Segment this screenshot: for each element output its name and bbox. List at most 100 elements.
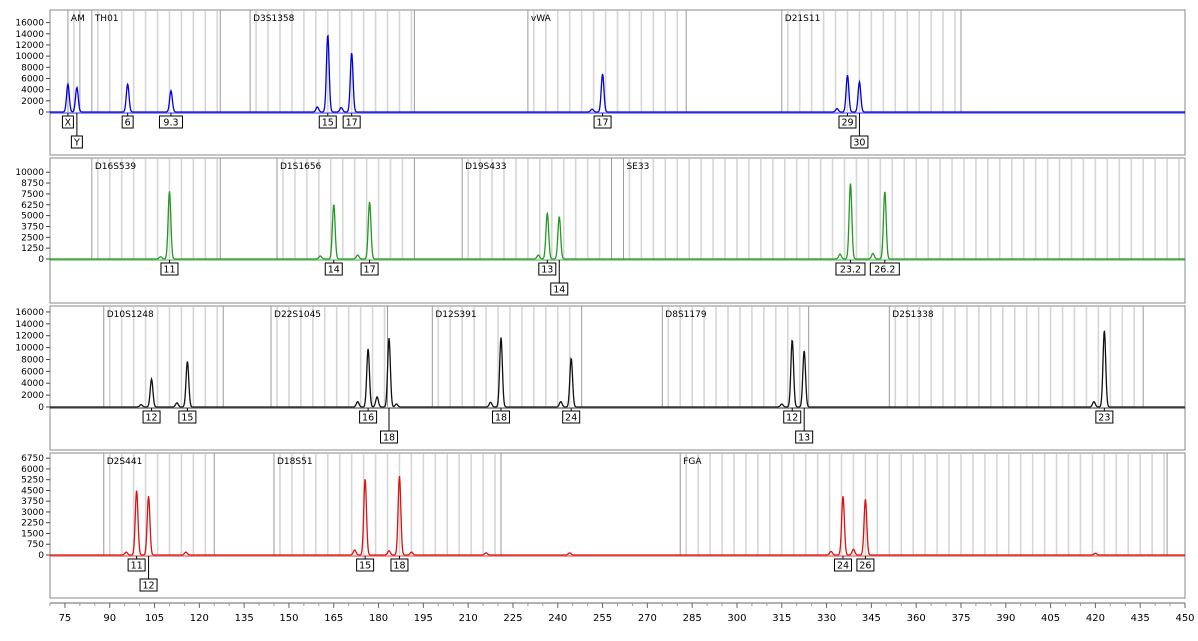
- allele-call-label: 14: [328, 265, 340, 276]
- allele-call: 13: [538, 260, 557, 276]
- locus-marker: D3S1358: [249, 10, 415, 112]
- allele-call: 18: [492, 408, 511, 424]
- x-tick-label: 300: [727, 613, 746, 624]
- allele-call: 9.3: [158, 113, 183, 129]
- allele-call: 12: [783, 408, 802, 424]
- allele-call-box: [390, 558, 409, 572]
- y-tick-label: 14000: [15, 30, 44, 40]
- marker-name: D2S441: [107, 457, 143, 467]
- x-tick-label: 105: [145, 613, 164, 624]
- dye-panel: AM TH01 D3S1358 vWA D21S11 160001400012000100…: [15, 9, 1186, 156]
- x-axis: 75 90 105 120 135 150 165 180 195 210 225 240 255 270…: [49, 602, 1195, 624]
- allele-call: 24: [834, 556, 853, 572]
- allele-call-box: [178, 410, 197, 424]
- allele-call: 14: [550, 260, 569, 296]
- allele-call-box: [850, 135, 869, 149]
- allele-call-label: 6: [125, 118, 131, 129]
- x-tick-label: 360: [907, 613, 926, 624]
- y-tick-label: 750: [27, 540, 44, 550]
- marker-name: SE33: [626, 162, 649, 172]
- y-tick-label: 12000: [15, 332, 44, 342]
- allele-call-label: 30: [853, 138, 865, 149]
- x-tick-label: 135: [235, 613, 254, 624]
- allele-call-box: [380, 430, 399, 444]
- marker-name: D2S1338: [892, 310, 934, 320]
- allele-call-box: [838, 115, 857, 129]
- allele-call-box: [127, 558, 146, 572]
- allele-call-box: [142, 410, 161, 424]
- x-tick-label: 75: [59, 613, 72, 624]
- allele-call: 30: [850, 113, 869, 149]
- allele-call-label: 13: [541, 265, 553, 276]
- allele-call-box: [121, 115, 134, 129]
- locus-marker: D8S1179: [661, 306, 810, 407]
- y-tick-label: 4000: [21, 86, 44, 96]
- y-tick-label: 2000: [21, 97, 44, 107]
- x-tick-label: 450: [1175, 613, 1194, 624]
- y-tick-label: 10000: [15, 168, 44, 178]
- marker-name: D12S391: [435, 310, 476, 320]
- dye-panel: D16S539 D1S1656 D19S433 SE33 100008750750062…: [15, 157, 1186, 304]
- marker-name: D22S1045: [274, 310, 321, 320]
- y-tick-label: 6000: [21, 465, 44, 475]
- allele-call: 11: [127, 556, 146, 572]
- x-tick-label: 90: [103, 613, 116, 624]
- allele-call-label: 23.2: [840, 265, 861, 276]
- x-tick-label: 315: [772, 613, 791, 624]
- y-tick-label: 10000: [15, 344, 44, 354]
- y-tick-label: 0: [38, 255, 44, 265]
- allele-call-box: [835, 262, 866, 276]
- y-tick-label: 3000: [21, 508, 44, 518]
- allele-call: X: [61, 113, 74, 129]
- x-tick-label: 255: [593, 613, 612, 624]
- allele-call-box: [70, 135, 83, 149]
- allele-call-label: 17: [346, 118, 358, 129]
- allele-call: 6: [121, 113, 134, 129]
- allele-call: 26: [856, 556, 875, 572]
- allele-call-label: Y: [73, 138, 80, 149]
- panel-frame: [49, 452, 1186, 599]
- signal-trace: [50, 34, 1185, 113]
- x-tick-label: 435: [1131, 613, 1150, 624]
- allele-call-label: 11: [131, 561, 143, 572]
- marker-name: D19S433: [465, 162, 506, 172]
- y-tick-label: 2000: [21, 391, 44, 401]
- x-tick-label: 330: [817, 613, 836, 624]
- allele-call-label: 23: [1098, 413, 1110, 424]
- allele-call-label: 26.2: [874, 265, 895, 276]
- locus-marker: TH01: [91, 10, 221, 112]
- marker-name: D18S51: [277, 457, 313, 467]
- y-tick-label: 0: [38, 551, 44, 561]
- dye-panel: D2S441 D18S51 FGA6750600052504500375030002…: [21, 452, 1186, 599]
- locus-marker: D18S51: [273, 453, 502, 555]
- y-tick-label: 0: [38, 108, 44, 118]
- allele-call: 12: [142, 408, 161, 424]
- x-tick-label: 345: [862, 613, 881, 624]
- allele-call: 17: [342, 113, 361, 129]
- allele-call-label: 18: [393, 561, 405, 572]
- y-tick-label: 8000: [21, 355, 44, 365]
- x-tick-label: 375: [951, 613, 970, 624]
- allele-call: 18: [390, 556, 409, 572]
- allele-call-label: 9.3: [163, 118, 178, 129]
- allele-call: Y: [70, 113, 83, 149]
- y-tick-label: 2500: [21, 233, 44, 243]
- allele-call-box: [869, 262, 900, 276]
- x-tick-label: 195: [414, 613, 433, 624]
- allele-call-label: 17: [597, 118, 609, 129]
- allele-call: 17: [360, 260, 379, 276]
- x-tick-label: 390: [996, 613, 1015, 624]
- x-tick-label: 210: [459, 613, 478, 624]
- allele-call-box: [538, 262, 557, 276]
- allele-call: 16: [359, 408, 378, 424]
- y-tick-label: 7500: [21, 190, 44, 200]
- allele-call-label: 29: [841, 118, 853, 129]
- allele-call-label: 13: [798, 433, 810, 444]
- y-tick-label: 6000: [21, 367, 44, 377]
- allele-call-box: [61, 115, 74, 129]
- x-tick-label: 405: [1041, 613, 1060, 624]
- allele-call: 11: [160, 260, 179, 276]
- allele-call-box: [593, 115, 612, 129]
- x-tick-label: 285: [683, 613, 702, 624]
